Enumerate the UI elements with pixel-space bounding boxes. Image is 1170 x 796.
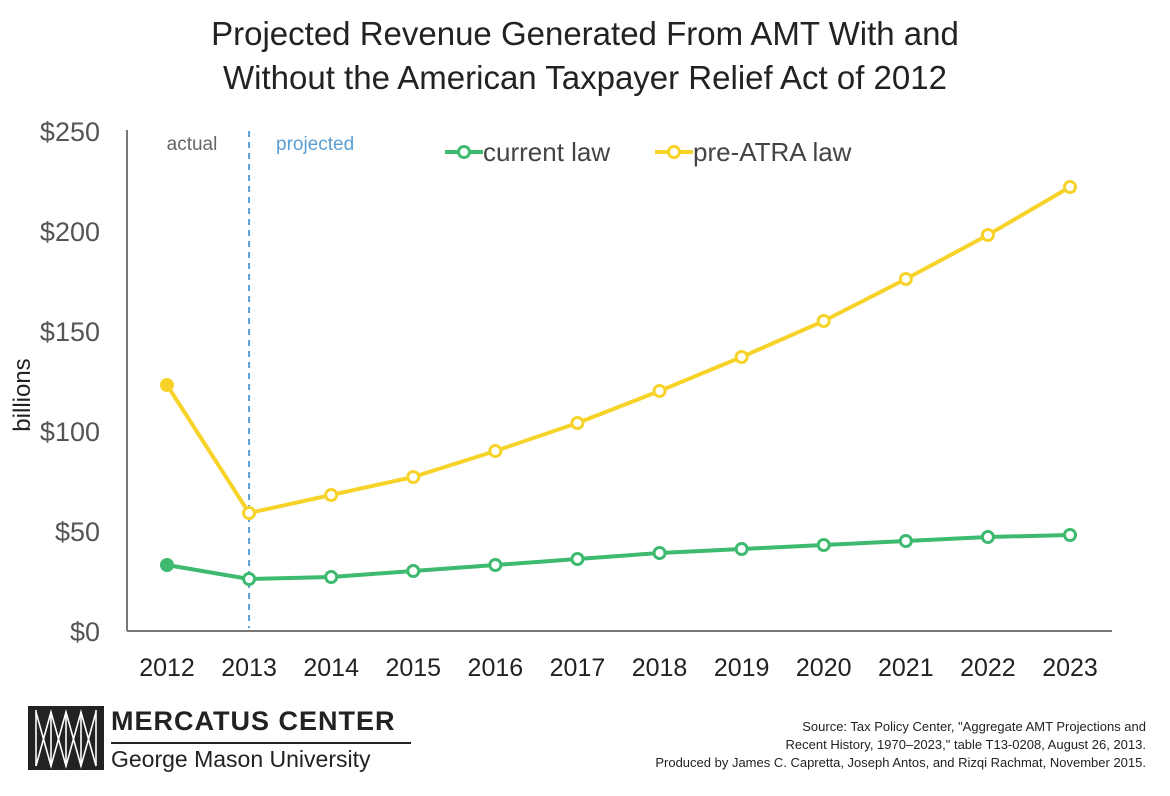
data-point	[488, 558, 503, 572]
data-point	[160, 378, 174, 392]
data-point	[242, 506, 257, 520]
data-point	[734, 542, 749, 556]
x-tick-labels: 2012 2013 2014 2015 2016 2017 2018 2019 2020 2021…	[139, 654, 1098, 682]
data-point	[324, 570, 339, 584]
x-tick-label: 2018	[632, 654, 688, 682]
legend-item: current law	[445, 137, 610, 167]
data-point	[816, 314, 831, 328]
data-point	[1063, 528, 1077, 542]
data-point	[324, 488, 339, 502]
source-line-2: Recent History, 1970–2023," table T13-02…	[785, 737, 1146, 752]
data-point	[734, 350, 749, 364]
data-point	[816, 538, 831, 552]
data-point	[406, 564, 421, 578]
chart-title-line-1: Projected Revenue Generated From AMT Wit…	[211, 15, 959, 52]
mercatus-logo: MERCATUS CENTER George Mason University	[28, 706, 411, 776]
logo-name: MERCATUS CENTER	[111, 706, 396, 736]
data-point	[406, 470, 421, 484]
data-point	[652, 384, 667, 398]
legend-label: pre-ATRA law	[693, 137, 852, 167]
line-chart: billions $0$50$100$150$200$250 2012 2013 2…	[9, 117, 1112, 682]
data-point	[160, 558, 174, 572]
x-tick-label: 2022	[960, 654, 1016, 682]
data-point	[898, 272, 913, 286]
x-tick-label: 2014	[303, 654, 359, 682]
x-tick-label: 2017	[550, 654, 606, 682]
y-axis-label: billions	[9, 358, 36, 431]
actual-label: actual	[167, 134, 218, 155]
chart-series	[160, 180, 1077, 586]
x-tick-label: 2019	[714, 654, 770, 682]
series-current-law	[160, 528, 1077, 586]
series-line	[165, 185, 1072, 515]
data-point	[980, 228, 995, 242]
x-tick-label: 2016	[468, 654, 524, 682]
data-point	[898, 534, 913, 548]
source-line-1: Source: Tax Policy Center, "Aggregate AM…	[802, 719, 1146, 734]
legend: current law pre-ATRA law	[445, 137, 852, 167]
x-tick-label: 2013	[221, 654, 277, 682]
data-point	[242, 572, 257, 586]
chart-title-line-2: Without the American Taxpayer Relief Act…	[223, 59, 947, 96]
logo-subtitle: George Mason University	[111, 746, 371, 772]
chart-axes	[126, 130, 1112, 632]
x-tick-label: 2021	[878, 654, 934, 682]
x-tick-label: 2015	[385, 654, 441, 682]
legend-item: pre-ATRA law	[655, 137, 852, 167]
x-tick-label: 2020	[796, 654, 852, 682]
data-point	[1063, 180, 1077, 194]
series-line	[166, 533, 1071, 581]
series-pre-atra-law	[160, 180, 1077, 520]
source-line-3: Produced by James C. Capretta, Joseph An…	[655, 755, 1146, 770]
y-tick-label: $200	[40, 217, 100, 247]
data-point	[488, 444, 503, 458]
data-point	[570, 552, 585, 566]
data-point	[570, 416, 585, 430]
y-tick-label: $0	[70, 617, 100, 647]
y-tick-label: $100	[40, 417, 100, 447]
x-tick-label: 2023	[1042, 654, 1098, 682]
y-tick-label: $50	[55, 517, 100, 547]
legend-label: current law	[483, 137, 610, 167]
data-point	[980, 530, 995, 544]
y-tick-label: $150	[40, 317, 100, 347]
legend-marker	[457, 145, 471, 159]
legend-marker	[667, 145, 681, 159]
y-tick-label: $250	[40, 117, 100, 147]
x-tick-label: 2012	[139, 654, 195, 682]
data-point	[652, 546, 667, 560]
source-note: Source: Tax Policy Center, "Aggregate AM…	[655, 718, 1146, 772]
mercatus-logo-mark-icon	[28, 706, 104, 770]
projected-label: projected	[276, 134, 354, 155]
chart-title: Projected Revenue Generated From AMT Wit…	[0, 12, 1170, 100]
y-tick-labels: $0 $50 $100 $150 $200 $250	[40, 117, 100, 647]
logo-divider	[111, 742, 411, 744]
